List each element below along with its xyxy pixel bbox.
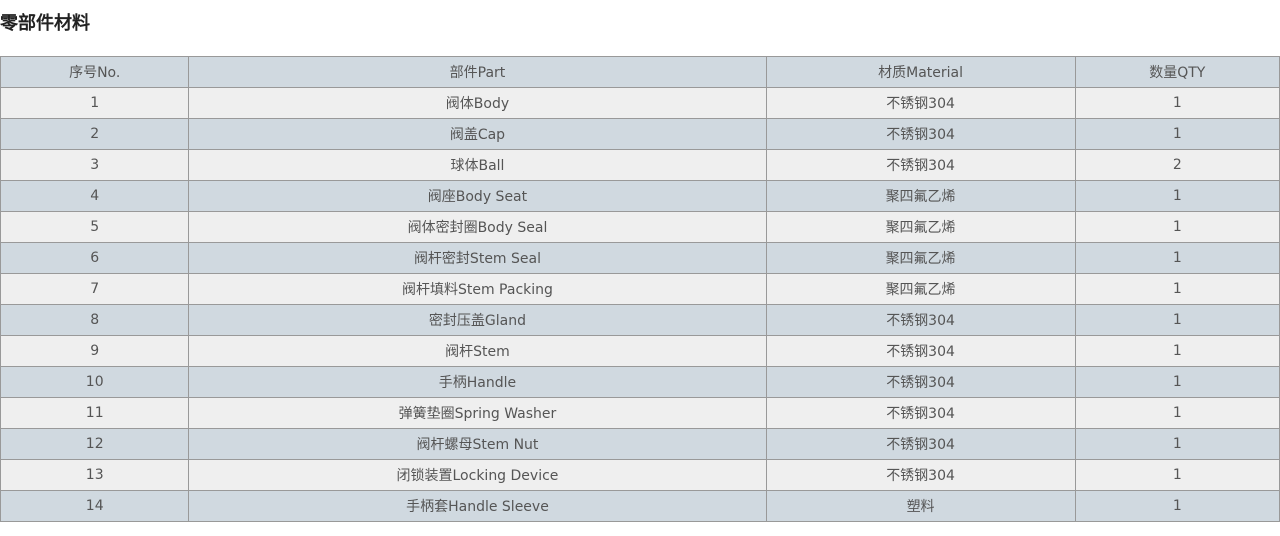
- table-row-cell: 4: [0, 180, 190, 212]
- table-row-cell: 不锈钢304: [765, 366, 1076, 398]
- table-row-cell: 聚四氟乙烯: [765, 180, 1076, 212]
- table-row-cell: 手柄Handle: [188, 366, 767, 398]
- table-row-cell: 不锈钢304: [765, 459, 1076, 491]
- table-row: 1 阀体Body 不锈钢304 1: [0, 87, 1280, 119]
- table-row: 13 闭锁装置Locking Device 不锈钢304 1: [0, 459, 1280, 491]
- table-row-cell: 阀体密封圈Body Seal: [188, 211, 767, 243]
- table-row: 4 阀座Body Seat 聚四氟乙烯 1: [0, 180, 1280, 212]
- table-row-cell: 阀杆Stem: [188, 335, 767, 367]
- table-row-cell: 不锈钢304: [765, 335, 1076, 367]
- table-row-cell: 7: [0, 273, 190, 305]
- table-row: 14 手柄套Handle Sleeve 塑料 1: [0, 490, 1280, 522]
- table-row-cell: 不锈钢304: [765, 304, 1076, 336]
- table-row-cell: 不锈钢304: [765, 149, 1076, 181]
- table-row-cell: 弹簧垫圈Spring Washer: [188, 397, 767, 429]
- table-row-cell: 不锈钢304: [765, 428, 1076, 460]
- header-row-cell: 数量QTY: [1074, 56, 1280, 88]
- table-row-cell: 聚四氟乙烯: [765, 211, 1076, 243]
- table-row-cell: 10: [0, 366, 190, 398]
- table-row-cell: 1: [1074, 242, 1280, 274]
- table-row-cell: 不锈钢304: [765, 118, 1076, 150]
- table-row-cell: 不锈钢304: [765, 87, 1076, 119]
- table-row-cell: 2: [0, 118, 190, 150]
- section-title: 零部件材料: [0, 13, 90, 34]
- table-row-cell: 1: [0, 87, 190, 119]
- table-row-cell: 1: [1074, 335, 1280, 367]
- table-row-cell: 6: [0, 242, 190, 274]
- table-row-cell: 1: [1074, 118, 1280, 150]
- table-row-cell: 1: [1074, 490, 1280, 522]
- table-row-cell: 聚四氟乙烯: [765, 242, 1076, 274]
- table-row: 11 弹簧垫圈Spring Washer 不锈钢304 1: [0, 397, 1280, 429]
- table-row-cell: 1: [1074, 304, 1280, 336]
- table-row-cell: 聚四氟乙烯: [765, 273, 1076, 305]
- table-row-cell: 阀体Body: [188, 87, 767, 119]
- table-row: 6 阀杆密封Stem Seal 聚四氟乙烯 1: [0, 242, 1280, 274]
- table-row-cell: 3: [0, 149, 190, 181]
- table-row-cell: 1: [1074, 366, 1280, 398]
- table-row-cell: 阀盖Cap: [188, 118, 767, 150]
- table-row-cell: 阀座Body Seat: [188, 180, 767, 212]
- header-row: 序号No. 部件Part 材质Material 数量QTY: [0, 56, 1280, 88]
- table-row-cell: 手柄套Handle Sleeve: [188, 490, 767, 522]
- table-row: 10 手柄Handle 不锈钢304 1: [0, 366, 1280, 398]
- table-row-cell: 1: [1074, 87, 1280, 119]
- table-row: 3 球体Ball 不锈钢304 2: [0, 149, 1280, 181]
- table-row-cell: 不锈钢304: [765, 397, 1076, 429]
- header-row-cell: 部件Part: [188, 56, 767, 88]
- table-row: 5 阀体密封圈Body Seal 聚四氟乙烯 1: [0, 211, 1280, 243]
- table-row-cell: 12: [0, 428, 190, 460]
- table-row: 7 阀杆填料Stem Packing 聚四氟乙烯 1: [0, 273, 1280, 305]
- table-row: 2 阀盖Cap 不锈钢304 1: [0, 118, 1280, 150]
- table-row-cell: 塑料: [765, 490, 1076, 522]
- table-row-cell: 1: [1074, 180, 1280, 212]
- table-row-cell: 5: [0, 211, 190, 243]
- table-row-cell: 球体Ball: [188, 149, 767, 181]
- table-row-cell: 14: [0, 490, 190, 522]
- table-row-cell: 阀杆螺母Stem Nut: [188, 428, 767, 460]
- table-row-cell: 13: [0, 459, 190, 491]
- table-row-cell: 1: [1074, 428, 1280, 460]
- table-row-cell: 8: [0, 304, 190, 336]
- table-row: 9 阀杆Stem 不锈钢304 1: [0, 335, 1280, 367]
- table-row-cell: 闭锁装置Locking Device: [188, 459, 767, 491]
- table-row-cell: 11: [0, 397, 190, 429]
- table-row-cell: 密封压盖Gland: [188, 304, 767, 336]
- parts-table: 序号No. 部件Part 材质Material 数量QTY 1 阀体Body 不锈钢304 1…: [0, 56, 1280, 522]
- table-row-cell: 9: [0, 335, 190, 367]
- header-row-cell: 序号No.: [0, 56, 190, 88]
- table-row-cell: 阀杆填料Stem Packing: [188, 273, 767, 305]
- table-row: 8 密封压盖Gland 不锈钢304 1: [0, 304, 1280, 336]
- table-row-cell: 1: [1074, 211, 1280, 243]
- table-row-cell: 1: [1074, 397, 1280, 429]
- table-row-cell: 2: [1074, 149, 1280, 181]
- table-row-cell: 1: [1074, 459, 1280, 491]
- header-row-cell: 材质Material: [765, 56, 1076, 88]
- table-row-cell: 1: [1074, 273, 1280, 305]
- table-row-cell: 阀杆密封Stem Seal: [188, 242, 767, 274]
- table-row: 12 阀杆螺母Stem Nut 不锈钢304 1: [0, 428, 1280, 460]
